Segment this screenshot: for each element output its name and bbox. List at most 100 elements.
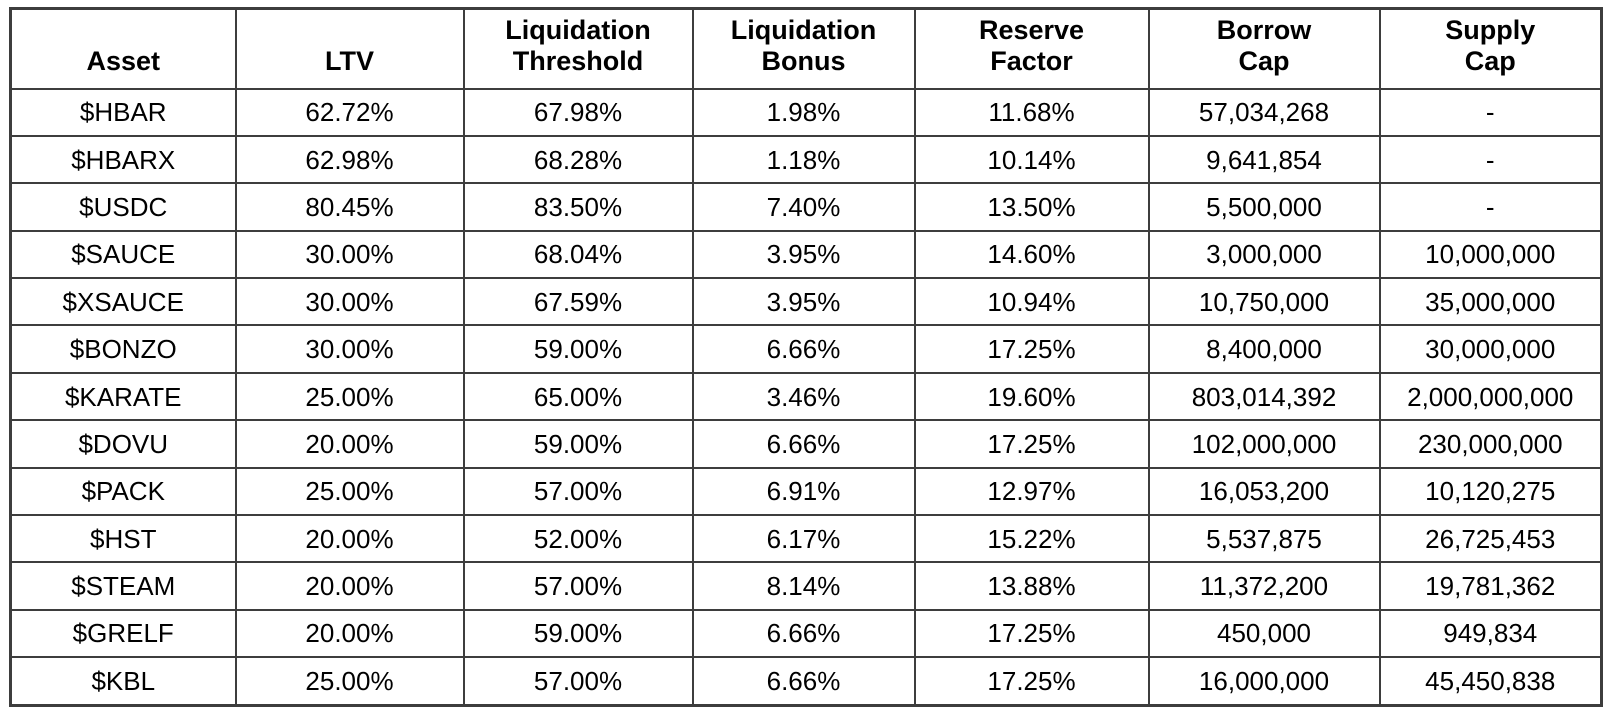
value-cell: 68.04% (462, 229, 694, 280)
value-cell: 5,537,875 (1147, 514, 1381, 564)
table-row: $PACK 25.00% 57.00% 6.91% 12.97% 16,053,200 10… (9, 466, 1603, 517)
asset-cell: $SAUCE (9, 229, 237, 280)
value-cell: 83.50% (462, 182, 694, 232)
value-cell: 6.66% (691, 419, 916, 469)
column-header-liquidation-bonus: Liquidation Bonus (691, 7, 916, 90)
value-cell: 6.66% (691, 656, 916, 707)
table-row: $KBL 25.00% 57.00% 6.66% 17.25% 16,000,000 45,… (9, 656, 1603, 707)
value-cell: 17.25% (913, 419, 1150, 469)
value-cell: - (1378, 182, 1603, 232)
column-header-ltv: LTV (234, 7, 465, 90)
asset-cell: $STEAM (9, 561, 237, 611)
value-cell: 35,000,000 (1378, 277, 1603, 327)
value-cell: 45,450,838 (1378, 656, 1603, 707)
header-row: Asset LTV Liquidation Threshold Liquidation B… (9, 7, 1603, 90)
value-cell: 25.00% (234, 371, 465, 422)
value-cell: 9,641,854 (1147, 134, 1381, 185)
value-cell: 6.66% (691, 324, 916, 374)
value-cell: 13.50% (913, 182, 1150, 232)
asset-cell: $GRELF (9, 608, 237, 659)
value-cell: 59.00% (462, 608, 694, 659)
value-cell: 59.00% (462, 324, 694, 374)
column-header-reserve-factor: Reserve Factor (913, 7, 1150, 90)
table-row: $KARATE 25.00% 65.00% 3.46% 19.60% 803,014,39… (9, 371, 1603, 422)
value-cell: 2,000,000,000 (1378, 371, 1603, 422)
value-cell: 3,000,000 (1147, 229, 1381, 280)
table-row: $STEAM 20.00% 57.00% 8.14% 13.88% 11,372,200 1… (9, 561, 1603, 611)
value-cell: 450,000 (1147, 608, 1381, 659)
asset-cell: $XSAUCE (9, 277, 237, 327)
value-cell: - (1378, 134, 1603, 185)
table-row: $SAUCE 30.00% 68.04% 3.95% 14.60% 3,000,000 10… (9, 229, 1603, 280)
value-cell: 16,000,000 (1147, 656, 1381, 707)
asset-cell: $KARATE (9, 371, 237, 422)
value-cell: 16,053,200 (1147, 466, 1381, 517)
value-cell: 102,000,000 (1147, 419, 1381, 469)
table-row: $HBARX 62.98% 68.28% 1.18% 10.14% 9,641,854- (9, 134, 1603, 185)
column-header-supply-cap: Supply Cap (1378, 7, 1603, 90)
value-cell: 5,500,000 (1147, 182, 1381, 232)
value-cell: 10,120,275 (1378, 466, 1603, 517)
value-cell: 57.00% (462, 561, 694, 611)
risk-parameters-table: Asset LTV Liquidation Threshold Liquidation B… (9, 7, 1603, 707)
table-row: $XSAUCE 30.00% 67.59% 3.95% 10.94% 10,750,000… (9, 277, 1603, 327)
value-cell: 17.25% (913, 608, 1150, 659)
table-row: $BONZO 30.00% 59.00% 6.66% 17.25% 8,400,000 30… (9, 324, 1603, 374)
value-cell: 6.17% (691, 514, 916, 564)
value-cell: 12.97% (913, 466, 1150, 517)
value-cell: 30,000,000 (1378, 324, 1603, 374)
value-cell: 25.00% (234, 656, 465, 707)
value-cell: 20.00% (234, 561, 465, 611)
value-cell: 20.00% (234, 514, 465, 564)
value-cell: 25.00% (234, 466, 465, 517)
value-cell: 10,000,000 (1378, 229, 1603, 280)
table-body: $HBAR 62.72% 67.98% 1.98% 11.68% 57,034,268- $… (9, 87, 1603, 707)
value-cell: 3.46% (691, 371, 916, 422)
value-cell: 6.91% (691, 466, 916, 517)
value-cell: 52.00% (462, 514, 694, 564)
value-cell: 17.25% (913, 656, 1150, 707)
value-cell: 30.00% (234, 324, 465, 374)
value-cell: 57,034,268 (1147, 87, 1381, 137)
value-cell: 8,400,000 (1147, 324, 1381, 374)
value-cell: - (1378, 87, 1603, 137)
table-row: $HST 20.00% 52.00% 6.17% 15.22% 5,537,875 26,7… (9, 514, 1603, 564)
value-cell: 20.00% (234, 608, 465, 659)
asset-cell: $BONZO (9, 324, 237, 374)
table-row: $DOVU 20.00% 59.00% 6.66% 17.25% 102,000,000 2… (9, 419, 1603, 469)
value-cell: 62.98% (234, 134, 465, 185)
value-cell: 67.98% (462, 87, 694, 137)
value-cell: 949,834 (1378, 608, 1603, 659)
table-row: $USDC 80.45% 83.50% 7.40% 13.50% 5,500,000- (9, 182, 1603, 232)
value-cell: 19.60% (913, 371, 1150, 422)
value-cell: 15.22% (913, 514, 1150, 564)
value-cell: 1.98% (691, 87, 916, 137)
value-cell: 10,750,000 (1147, 277, 1381, 327)
table-row: $GRELF 20.00% 59.00% 6.66% 17.25% 450,000 949,… (9, 608, 1603, 659)
value-cell: 19,781,362 (1378, 561, 1603, 611)
value-cell: 11.68% (913, 87, 1150, 137)
asset-cell: $HBARX (9, 134, 237, 185)
value-cell: 7.40% (691, 182, 916, 232)
value-cell: 14.60% (913, 229, 1150, 280)
value-cell: 3.95% (691, 277, 916, 327)
value-cell: 80.45% (234, 182, 465, 232)
value-cell: 57.00% (462, 656, 694, 707)
value-cell: 17.25% (913, 324, 1150, 374)
asset-cell: $KBL (9, 656, 237, 707)
risk-parameters-table-container: Asset LTV Liquidation Threshold Liquidation B… (9, 7, 1603, 707)
value-cell: 8.14% (691, 561, 916, 611)
value-cell: 59.00% (462, 419, 694, 469)
value-cell: 1.18% (691, 134, 916, 185)
asset-cell: $DOVU (9, 419, 237, 469)
table-row: $HBAR 62.72% 67.98% 1.98% 11.68% 57,034,268- (9, 87, 1603, 137)
value-cell: 13.88% (913, 561, 1150, 611)
column-header-borrow-cap: Borrow Cap (1147, 7, 1381, 90)
column-header-liquidation-threshold: Liquidation Threshold (462, 7, 694, 90)
value-cell: 20.00% (234, 419, 465, 469)
asset-cell: $PACK (9, 466, 237, 517)
value-cell: 30.00% (234, 277, 465, 327)
value-cell: 6.66% (691, 608, 916, 659)
value-cell: 803,014,392 (1147, 371, 1381, 422)
value-cell: 230,000,000 (1378, 419, 1603, 469)
